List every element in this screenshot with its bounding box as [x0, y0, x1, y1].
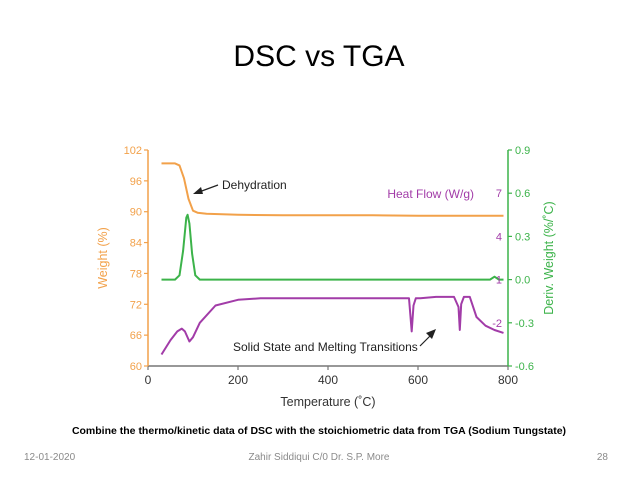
right-y-tick-label: 0.3	[515, 231, 530, 243]
transitions-arrowhead	[426, 329, 436, 339]
x-axis-label: Temperature (˚C)	[280, 395, 375, 409]
heat-flow-annotation: Heat Flow (W/g)	[387, 187, 474, 201]
right-y-tick-label: -0.6	[515, 361, 534, 373]
left-y-tick-label: 60	[130, 361, 142, 373]
dehydration-arrow-line	[198, 184, 219, 193]
right-y-tick-label: -0.3	[515, 318, 534, 330]
x-tick-label: 200	[228, 373, 248, 387]
right-y-axis-label: Deriv. Weight (%/˚C)	[542, 201, 556, 314]
slide-title: DSC vs TGA	[233, 40, 405, 73]
weight-series-line	[161, 162, 504, 217]
right-y-tick-label: 0.0	[515, 275, 530, 287]
dehydration-arrowhead	[193, 187, 203, 194]
left-y-tick-label: 102	[124, 145, 142, 157]
x-tick-label: 800	[498, 373, 518, 387]
heat-flow-tick-label: 1	[496, 275, 502, 287]
deriv-weight-series-line	[161, 213, 504, 281]
x-tick-label: 600	[408, 373, 428, 387]
left-y-tick-label: 96	[130, 176, 142, 188]
slide-caption: Combine the thermo/kinetic data of DSC w…	[71, 425, 567, 437]
left-y-tick-label: 84	[130, 238, 142, 250]
left-y-tick-label: 72	[130, 299, 142, 311]
footer-date: 12-01-2020	[24, 452, 76, 463]
heat-flow-tick-label: -2	[492, 318, 502, 330]
x-tick-label: 400	[318, 373, 338, 387]
footer-author: Zahir Siddiqui C/0 Dr. S.P. More	[248, 452, 390, 463]
heat-flow-tick-label: 7	[496, 188, 502, 200]
heat-flow-tick-label: 4	[496, 231, 502, 243]
left-y-axis-label: Weight (%)	[96, 227, 110, 289]
dehydration-annotation: Dehydration	[222, 178, 287, 192]
left-y-tick-label: 66	[130, 330, 142, 342]
right-y-tick-label: 0.9	[515, 145, 530, 157]
left-y-tick-label: 78	[130, 268, 142, 280]
x-tick-label: 0	[145, 373, 152, 387]
page-number: 28	[596, 452, 608, 463]
left-y-tick-label: 90	[130, 207, 142, 219]
transitions-annotation: Solid State and Melting Transitions	[233, 340, 418, 354]
right-y-tick-label: 0.6	[515, 188, 530, 200]
heat-flow-series-line	[160, 295, 504, 356]
